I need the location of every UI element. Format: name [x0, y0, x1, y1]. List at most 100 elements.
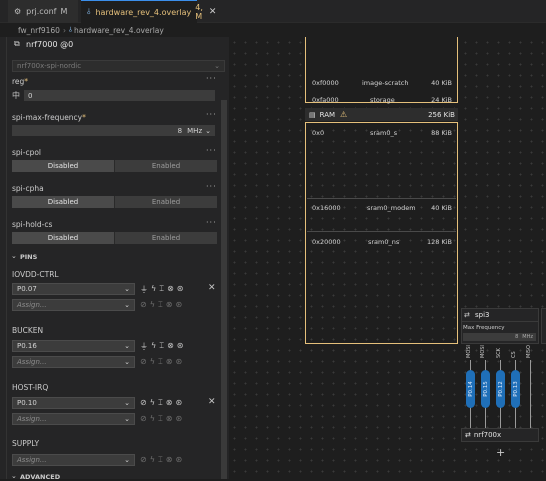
drive-icon[interactable]: ϟ: [149, 398, 155, 407]
advanced-section-header[interactable]: ADVANCED: [20, 473, 61, 481]
more-icon[interactable]: ···: [206, 182, 217, 191]
pin-select[interactable]: P0.10 ⌄: [12, 397, 135, 409]
pin-chip[interactable]: P0.12: [496, 370, 505, 408]
bus-icon: ⇄: [465, 431, 471, 439]
pin-select[interactable]: P0.16 ⌄: [12, 340, 135, 352]
breadcrumb-item[interactable]: hardware_rev_4.overlay: [74, 25, 164, 35]
drive-icon: ϟ: [149, 300, 155, 309]
reg-value: 0: [28, 91, 33, 100]
offscreen-node[interactable]: [541, 308, 546, 344]
spi3-title: spi3: [475, 311, 490, 319]
sense-icon[interactable]: ⊛: [175, 398, 183, 407]
input-icon: ⌶: [157, 357, 163, 366]
output-icon[interactable]: ⊗: [167, 341, 174, 350]
output-icon[interactable]: ⊗: [165, 398, 173, 407]
toggle-enabled[interactable]: Enabled: [151, 198, 181, 206]
pin-config-icons: ⊘ ϟ ⌶ ⊗ ⊛: [140, 357, 182, 367]
more-icon[interactable]: ···: [206, 218, 217, 227]
assign-select[interactable]: Assign... ⌄: [12, 356, 135, 368]
chevron-down-icon: ⌄: [205, 126, 211, 135]
output-icon: ⊗: [165, 357, 173, 366]
pin-name: BUCKEN: [12, 326, 44, 335]
ram-partitions-box: [305, 122, 458, 344]
drive-icon: ϟ: [149, 455, 155, 464]
input-icon[interactable]: ⌶: [157, 398, 163, 407]
more-icon[interactable]: ···: [206, 110, 217, 119]
partition-divider: [307, 231, 456, 232]
tab-label: hardware_rev_4.overlay: [95, 7, 192, 17]
sense-icon: ⊛: [175, 414, 183, 423]
tab-label: prj.conf: [26, 7, 57, 16]
memory-icon: ▤: [309, 110, 316, 119]
disabled-icon[interactable]: ⊘: [140, 398, 147, 407]
tab-problem-marker: 4, M: [195, 3, 203, 21]
close-icon[interactable]: ✕: [208, 397, 216, 407]
partition-divider: [307, 198, 456, 199]
add-node-button[interactable]: +: [496, 446, 506, 459]
panel-scrollbar[interactable]: [221, 100, 227, 479]
divider: [114, 196, 115, 208]
devicetree-icon: ⫰: [87, 7, 91, 16]
node-title: nrf7000 @0: [26, 40, 74, 49]
nrf700x-title: nrf700x: [473, 431, 502, 439]
drive-icon: ϟ: [149, 357, 155, 366]
output-icon: ⊗: [165, 300, 173, 309]
spi-hold-cs-label: spi-hold-cs: [12, 220, 53, 229]
tab-prj-conf[interactable]: ⚙ prj.conf M: [8, 0, 78, 23]
spi-max-frequency-input[interactable]: 8 MHz ⌄: [12, 125, 215, 136]
drive-icon[interactable]: ϟ: [151, 284, 157, 293]
tab-hardware-overlay[interactable]: ⫰ hardware_rev_4.overlay 4, M ✕: [81, 0, 216, 23]
spi-hold-cs-toggle[interactable]: Disabled Enabled: [12, 232, 217, 244]
signal-label: MOSI: [480, 345, 486, 358]
close-icon[interactable]: ✕: [208, 7, 217, 17]
nrf700x-node[interactable]: ⇄ nrf700x: [461, 428, 539, 442]
pull-down-icon[interactable]: ⏚: [140, 342, 148, 351]
input-icon[interactable]: ⌶: [159, 284, 165, 293]
toggle-enabled[interactable]: Enabled: [151, 162, 181, 170]
tab-modified-marker: M: [60, 7, 68, 16]
divider: [114, 160, 115, 172]
pull-down-icon[interactable]: ⏚: [140, 285, 148, 294]
ram-header[interactable]: ▤ RAM ⚠ 256 KiB: [305, 108, 458, 121]
pins-section-header[interactable]: PINS: [20, 253, 38, 261]
pin-select[interactable]: P0.07 ⌄: [12, 283, 135, 295]
spi-cpol-label: spi-cpol: [12, 148, 42, 157]
chevron-down-icon[interactable]: ⌄: [11, 252, 17, 260]
more-icon[interactable]: ···: [206, 74, 217, 83]
toggle-enabled[interactable]: Enabled: [151, 234, 181, 242]
pin-chip[interactable]: P0.15: [481, 370, 490, 408]
toggle-disabled[interactable]: Disabled: [12, 196, 114, 208]
toggle-disabled[interactable]: Disabled: [12, 160, 114, 172]
pin-chip[interactable]: P0.14: [466, 370, 475, 408]
more-icon[interactable]: ···: [206, 146, 217, 155]
assign-select[interactable]: Assign... ⌄: [12, 299, 135, 311]
signal-label: SCK: [496, 348, 502, 358]
pin-icon: 中: [12, 91, 20, 100]
breadcrumb-item[interactable]: fw_nrf9160: [18, 25, 60, 35]
pin-chip[interactable]: P0.13: [511, 370, 520, 408]
editor-tab-bar: ⚙ prj.conf M ⫰ hardware_rev_4.overlay 4,…: [0, 0, 546, 23]
reg-input[interactable]: 0: [24, 90, 215, 101]
assign-select[interactable]: Assign... ⌄: [12, 454, 135, 466]
compatible-select[interactable]: nrf700x-spi-nordic ⌄: [12, 60, 225, 72]
chevron-down-icon[interactable]: ⌄: [11, 472, 17, 480]
chevron-right-icon: ›: [62, 25, 66, 35]
toggle-disabled[interactable]: Disabled: [12, 232, 114, 244]
pin-config-icons: ⊘ ϟ ⌶ ⊗ ⊛: [140, 398, 182, 408]
unit-select[interactable]: MHz: [187, 126, 203, 135]
sense-icon[interactable]: ⊛: [176, 341, 184, 350]
chevron-down-icon: ⌄: [124, 301, 130, 309]
max-frequency-label: Max Frequency: [463, 325, 505, 331]
spi-cpol-toggle[interactable]: Disabled Enabled: [12, 160, 217, 172]
spi-cpha-toggle[interactable]: Disabled Enabled: [12, 196, 217, 208]
sense-icon[interactable]: ⊛: [176, 284, 184, 293]
max-frequency-input[interactable]: 8 MHz: [463, 333, 536, 341]
input-icon[interactable]: ⌶: [159, 341, 165, 350]
output-icon[interactable]: ⊗: [167, 284, 174, 293]
close-icon[interactable]: ✕: [208, 283, 216, 293]
assign-select[interactable]: Assign... ⌄: [12, 413, 135, 425]
flash-partitions-box: [305, 37, 458, 103]
output-icon: ⊗: [165, 455, 173, 464]
warning-icon: ⚠: [340, 110, 348, 119]
drive-icon[interactable]: ϟ: [151, 341, 157, 350]
